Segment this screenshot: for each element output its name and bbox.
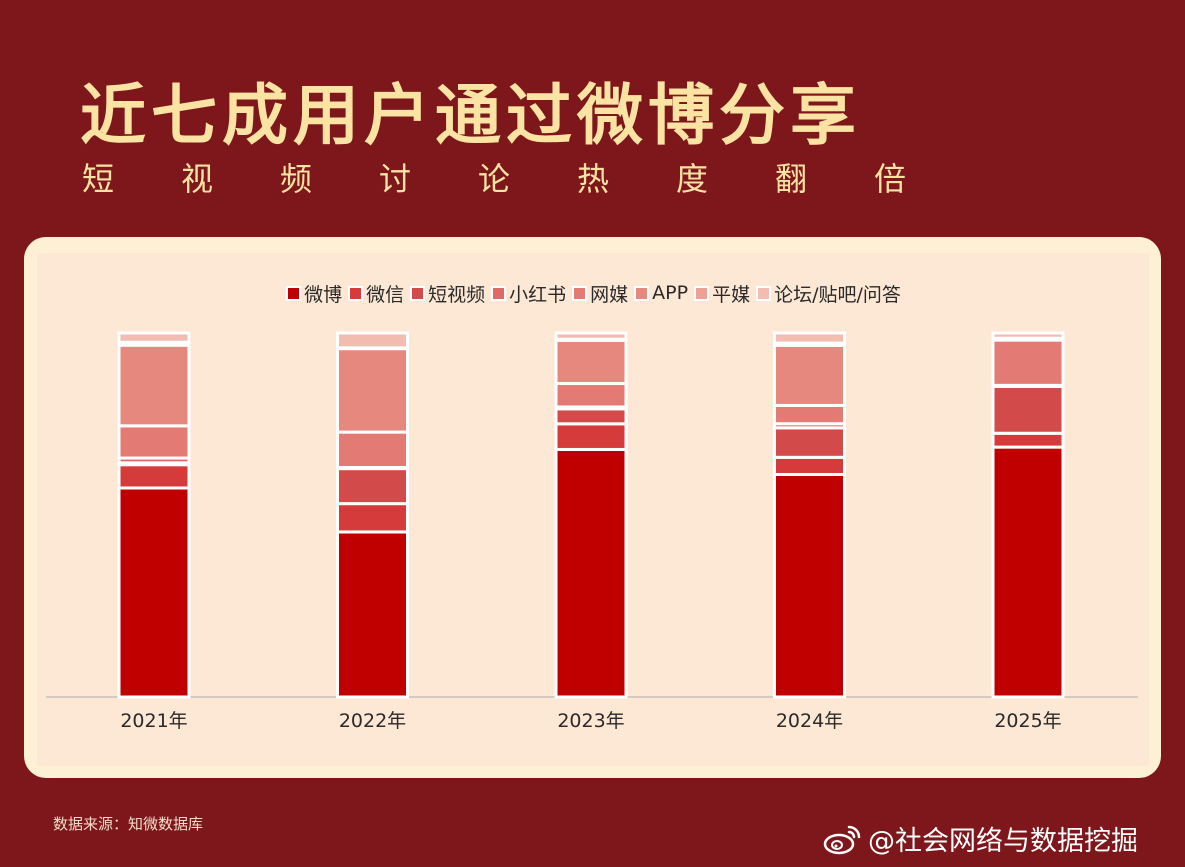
data-source-note: 数据来源：知微数据库: [53, 815, 204, 833]
chart-title: 近七成用户通过微博分享: [80, 77, 861, 154]
legend-label: 网媒: [590, 283, 629, 306]
legend-label: 小红书: [509, 283, 567, 306]
bar-segment: [117, 343, 191, 428]
bar-segment: [773, 331, 846, 345]
legend-item: 论坛/贴吧/问答: [758, 280, 901, 307]
bar-segment: [991, 331, 1065, 340]
legend-label: 微信: [366, 283, 405, 306]
bar-segment: [117, 424, 191, 460]
bar-segment: [336, 502, 409, 534]
bar-segment: [991, 431, 1065, 449]
legend-label: 论坛/贴吧/问答: [774, 283, 901, 306]
legend-item: 网媒: [574, 280, 628, 307]
x-tick-label: 2025年: [994, 710, 1061, 732]
legend-item: APP: [636, 282, 688, 304]
bar-segment: [773, 426, 846, 459]
bar-segment: [991, 338, 1065, 387]
legend-swatch: [412, 287, 424, 299]
bar-segment: [991, 384, 1065, 435]
legend-item: 微信: [350, 280, 404, 307]
legend-swatch: [350, 287, 362, 299]
bar-segment: [336, 430, 409, 469]
legend-swatch: [758, 287, 770, 299]
legend-item: 小红书: [493, 280, 566, 307]
legend-swatch: [493, 287, 505, 299]
weibo-logo-icon: [823, 825, 861, 854]
bar-segment: [117, 463, 191, 490]
bar-segment: [773, 343, 846, 407]
x-tick-label: 2022年: [339, 710, 406, 732]
bar-segment: [554, 422, 628, 451]
bar-segment: [336, 347, 409, 434]
legend-item: 短视频: [412, 280, 485, 307]
bar-segment: [117, 331, 191, 344]
bar-segment: [554, 447, 628, 699]
legend-item: 微博: [288, 280, 342, 307]
bar-segment: [773, 472, 846, 699]
x-tick-label: 2024年: [776, 710, 843, 732]
legend-label: 平媒: [712, 283, 751, 306]
legend-swatch: [574, 287, 586, 299]
watermark-text: @社会网络与数据挖掘: [868, 826, 1138, 857]
legend-swatch: [288, 287, 300, 299]
chart-subtitle: 短视频讨论热度翻倍: [82, 160, 974, 198]
x-tick-label: 2023年: [557, 710, 624, 732]
bar-segment: [554, 407, 628, 426]
bar-segment: [773, 403, 846, 426]
chart-legend: 微博 微信 短视频 小红书 网媒 APP 平媒 论坛/贴吧/问答: [0, 280, 1185, 306]
bar-segment: [336, 331, 409, 350]
bar-segment: [336, 467, 409, 506]
bar-segment: [991, 445, 1065, 699]
legend-swatch: [636, 287, 648, 299]
bar-segment: [554, 382, 628, 409]
watermark: @社会网络与数据挖掘: [822, 819, 1138, 858]
bar-segment: [117, 486, 191, 699]
legend-item: 平媒: [696, 280, 750, 307]
bar-segment: [773, 455, 846, 476]
legend-swatch: [696, 287, 708, 299]
bar-segment: [554, 331, 628, 341]
legend-label: 短视频: [428, 283, 486, 306]
legend-label: 微博: [304, 283, 343, 306]
bar-segment: [554, 338, 628, 386]
bar-segment: [336, 530, 409, 699]
legend-label: APP: [652, 282, 689, 304]
x-tick-label: 2021年: [120, 710, 187, 732]
